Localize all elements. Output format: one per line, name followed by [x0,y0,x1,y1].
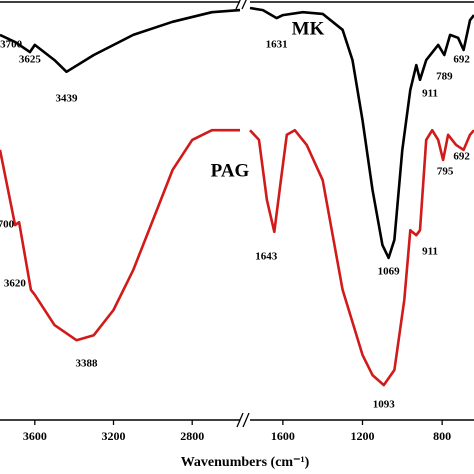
peak-label: 692 [453,54,470,66]
peak-label: 3700 [0,219,15,231]
peak-label: 911 [422,246,438,258]
x-tick-label: 1200 [350,429,374,443]
peak-label: 3625 [19,54,42,66]
peak-label: 1631 [266,39,288,51]
peak-label: 1643 [255,250,278,262]
axis-break [235,0,250,428]
series-label: MK [292,18,325,39]
peak-label: 3388 [76,358,99,370]
peak-label: 1093 [373,399,396,411]
peak-label: 3700 [0,39,23,51]
peak-label: 3439 [55,92,78,104]
peak-label: 795 [437,166,454,178]
x-axis-label: Wavenumbers (cm⁻¹) [181,455,310,470]
x-tick-label: 2800 [180,429,204,443]
x-tick-label: 3600 [23,429,47,443]
series-label: PAG [211,160,250,181]
peak-label: 789 [436,71,453,83]
spectrum-line [0,128,474,387]
spectrum-line [0,6,474,260]
peak-label: 1069 [378,265,401,277]
peak-label: 911 [422,87,438,99]
x-tick-label: 800 [433,429,451,443]
x-tick-label: 1600 [271,429,295,443]
peak-label: 692 [453,150,470,162]
peak-label: 3620 [4,277,27,289]
x-tick-label: 3200 [102,429,126,443]
